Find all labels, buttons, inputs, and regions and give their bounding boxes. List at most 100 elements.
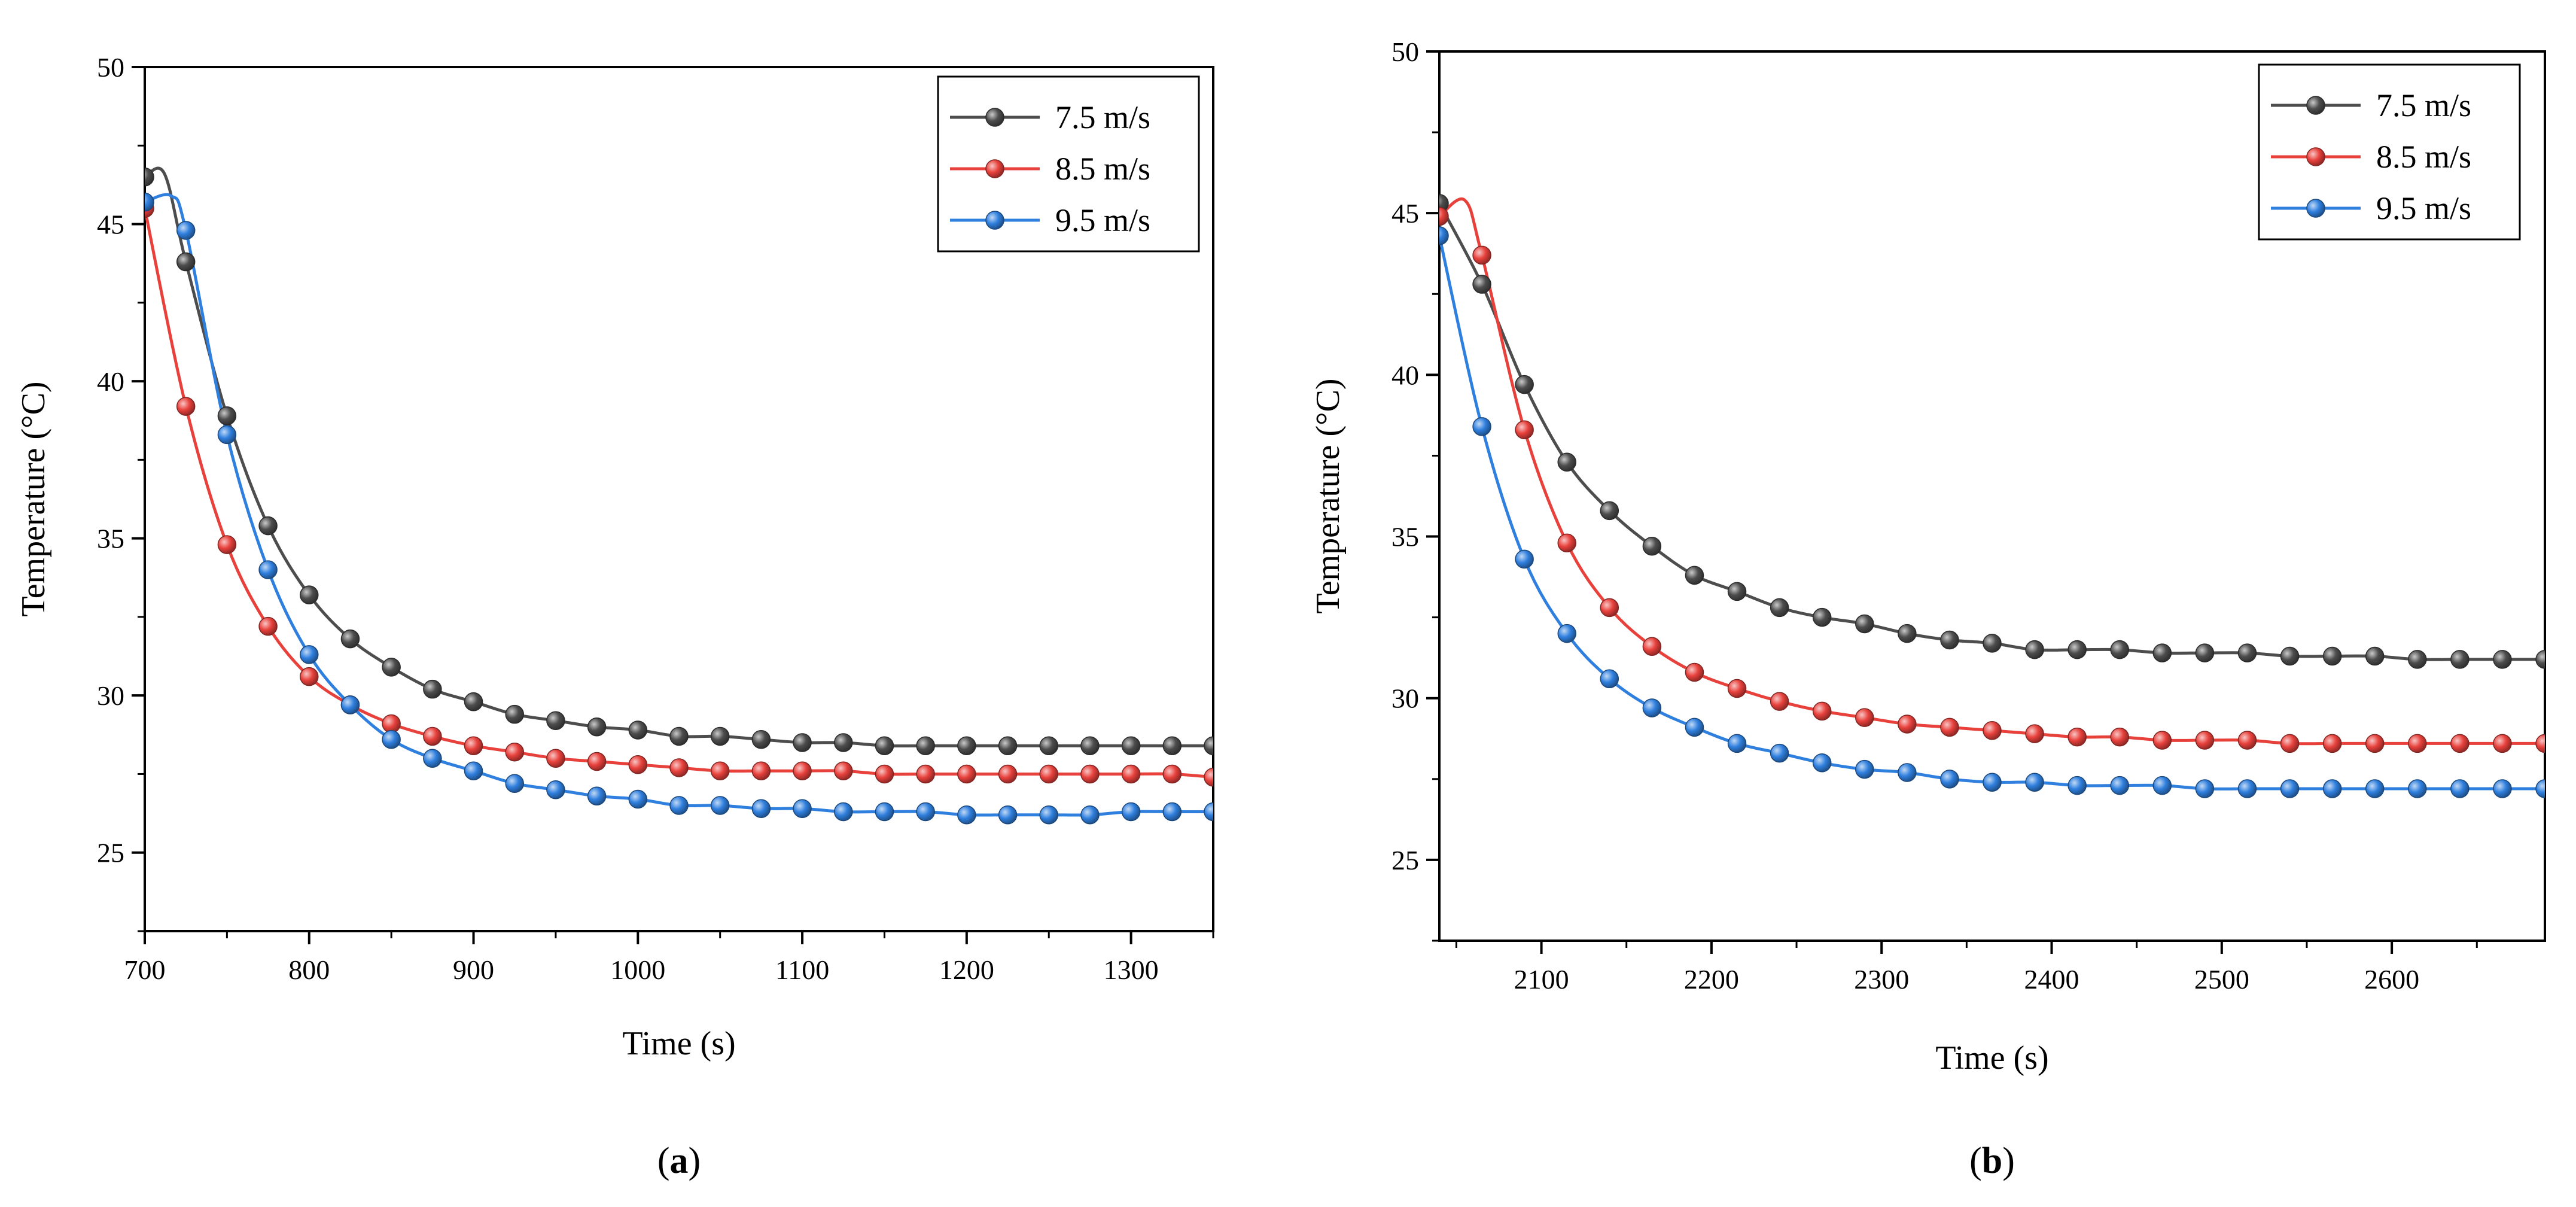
- data-point: [145, 193, 154, 212]
- data-point: [628, 755, 648, 774]
- y-tick-label: 25: [1391, 845, 1419, 875]
- data-point: [628, 720, 648, 740]
- data-point: [2280, 779, 2300, 798]
- data-point: [2110, 776, 2129, 795]
- series-line: [145, 193, 1213, 817]
- data-point: [2237, 779, 2257, 798]
- panel-label: (a): [657, 1141, 701, 1181]
- y-tick-label: 30: [1391, 683, 1419, 714]
- chart-panel-b: 25 30 35 40 45 50 2100 2200 2300 2400 2500 2600 Time…: [1310, 37, 2546, 1181]
- plot-area: [145, 166, 1213, 825]
- x-tick-label: 1300: [1104, 954, 1159, 985]
- data-point: [340, 695, 360, 715]
- data-point: [875, 764, 894, 784]
- data-point: [423, 726, 442, 746]
- data-point: [2408, 734, 2427, 753]
- legend-marker: [985, 211, 1004, 230]
- data-point: [1600, 598, 1619, 618]
- data-point: [1812, 753, 1832, 773]
- data-point: [423, 749, 442, 768]
- data-point: [2237, 643, 2257, 662]
- data-point: [2068, 640, 2087, 659]
- data-point: [751, 799, 771, 818]
- data-point: [875, 736, 894, 755]
- data-point: [2493, 734, 2512, 753]
- data-point: [1940, 770, 1959, 789]
- data-point: [1983, 773, 2002, 792]
- data-point: [710, 761, 730, 780]
- x-tick-label: 2100: [1514, 964, 1569, 995]
- x-axis-title: Time (s): [622, 1025, 735, 1062]
- y-axis-title: Temperature (°C): [15, 381, 52, 616]
- data-point: [2152, 776, 2172, 795]
- x-axis-title: Time (s): [1935, 1039, 2048, 1077]
- data-point: [464, 736, 483, 755]
- data-point: [2280, 734, 2300, 753]
- y-tick-label: 45: [97, 209, 124, 240]
- x-tick-label: 900: [453, 954, 494, 985]
- data-point: [1080, 736, 1100, 755]
- y-tick-label: 30: [97, 680, 124, 711]
- data-point: [1557, 624, 1576, 643]
- data-point: [1685, 717, 1704, 737]
- data-point: [1770, 743, 1789, 763]
- data-point: [1039, 764, 1058, 784]
- x-tick-label: 2200: [1684, 964, 1739, 995]
- legend-entry: 9.5 m/s: [1055, 202, 1150, 238]
- data-point: [464, 692, 483, 712]
- legend: 7.5 m/s 8.5 m/s 9.5 m/s: [2258, 63, 2521, 241]
- data-point: [505, 704, 524, 724]
- x-tick-label: 2400: [2024, 964, 2079, 995]
- data-point: [1472, 417, 1491, 436]
- data-point: [1204, 736, 1213, 755]
- data-point: [1080, 805, 1100, 825]
- data-point: [2195, 779, 2215, 798]
- data-point: [505, 774, 524, 793]
- data-point: [176, 221, 196, 240]
- data-point: [2450, 734, 2470, 753]
- data-point: [382, 729, 401, 749]
- data-point: [751, 761, 771, 780]
- data-point: [793, 761, 812, 780]
- data-point: [217, 406, 237, 425]
- x-tick-label: 2500: [2194, 964, 2249, 995]
- legend-entry: 9.5 m/s: [2376, 190, 2471, 226]
- x-tick-label: 2600: [2364, 964, 2419, 995]
- legend-entry: 8.5 m/s: [2376, 139, 2471, 175]
- data-point: [2237, 731, 2257, 750]
- data-point: [875, 802, 894, 822]
- chart-panel-a: 25 30 35 40 45 50 700 800 900 1000 1100 1200 1300 Tim…: [15, 52, 1214, 1181]
- data-point: [1642, 698, 1662, 717]
- data-point: [176, 252, 196, 272]
- data-point: [2535, 650, 2545, 669]
- data-point: [1472, 245, 1491, 265]
- data-point: [2025, 640, 2044, 659]
- data-point: [1770, 598, 1789, 618]
- data-point: [1600, 669, 1619, 689]
- data-point: [2408, 650, 2427, 669]
- data-point: [1039, 736, 1058, 755]
- y-tick-label: 35: [1391, 522, 1419, 552]
- data-point: [1121, 764, 1141, 784]
- data-point: [2322, 734, 2342, 753]
- data-point: [258, 560, 278, 579]
- data-point: [2408, 779, 2427, 798]
- legend-box: [2258, 63, 2521, 241]
- data-point: [669, 726, 689, 746]
- data-point: [834, 761, 853, 780]
- data-point: [382, 714, 401, 734]
- data-point: [1685, 566, 1704, 585]
- data-point: [217, 425, 237, 445]
- data-point: [1080, 764, 1100, 784]
- data-point: [1439, 206, 1449, 226]
- data-point: [587, 752, 607, 771]
- legend-marker: [2306, 96, 2325, 115]
- data-point: [1812, 607, 1832, 627]
- data-point: [2280, 646, 2300, 666]
- data-point: [1685, 662, 1704, 682]
- data-point: [2365, 646, 2385, 666]
- data-point: [1557, 533, 1576, 553]
- data-point: [2450, 779, 2470, 798]
- data-point: [546, 749, 565, 768]
